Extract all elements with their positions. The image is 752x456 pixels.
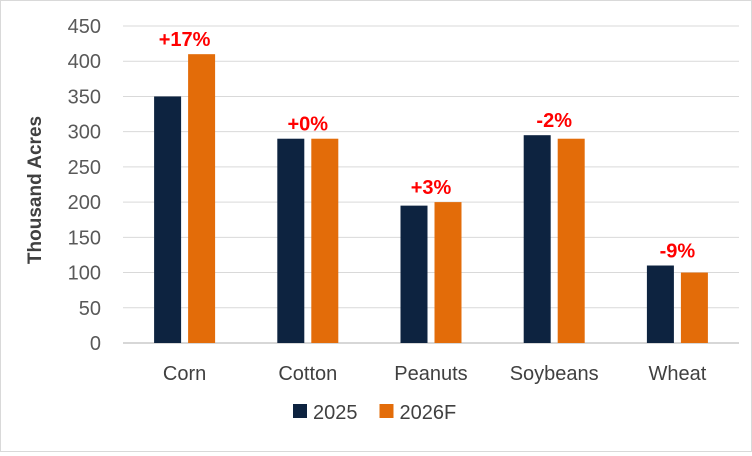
x-tick-label: Soybeans <box>510 363 599 385</box>
bar-2026F-peanuts <box>434 202 462 343</box>
y-tick-label: 50 <box>79 298 101 320</box>
y-tick-label: 0 <box>90 333 101 355</box>
percent-change-label: +3% <box>411 177 452 199</box>
legend-label: 2026F <box>400 402 457 424</box>
x-tick-label: Cotton <box>278 363 337 385</box>
y-tick-label: 200 <box>68 192 101 214</box>
bar-2025-soybeans <box>523 135 551 343</box>
y-axis-label: Thousand Acres <box>25 116 46 264</box>
bar-2025-cotton <box>277 138 305 343</box>
legend-label: 2025 <box>313 402 358 424</box>
bar-2026F-wheat <box>680 272 708 343</box>
y-tick-label: 350 <box>68 86 101 108</box>
y-tick-label: 150 <box>68 227 101 249</box>
percent-change-label: -9% <box>660 241 696 263</box>
x-tick-label: Corn <box>163 363 206 385</box>
bar-2026F-soybeans <box>557 138 585 343</box>
percent-change-label: +17% <box>159 29 211 51</box>
y-tick-label: 300 <box>68 122 101 144</box>
gridlines <box>123 25 739 344</box>
legend: 2025 2026F <box>293 402 456 424</box>
y-tick-label: 450 <box>68 16 101 38</box>
percent-change-label: +0% <box>288 114 329 136</box>
percent-change-label: -2% <box>536 110 572 132</box>
percent-annotations: +17% +0% +3% -2% -9% <box>159 29 696 262</box>
category-labels: Corn Cotton Peanuts Soybeans Wheat <box>163 363 707 385</box>
bar-2025-peanuts <box>400 205 428 343</box>
legend-swatch <box>293 404 307 418</box>
bars <box>154 54 708 344</box>
x-tick-label: Wheat <box>648 363 706 385</box>
bar-2025-wheat <box>646 265 674 343</box>
y-tick-label: 100 <box>68 263 101 285</box>
bar-2026F-cotton <box>311 138 339 343</box>
bar-2025-corn <box>154 96 182 343</box>
y-axis-ticks: 0 50 100 150 200 250 300 350 400 450 <box>68 16 101 355</box>
y-tick-label: 400 <box>68 51 101 73</box>
x-tick-label: Peanuts <box>394 363 467 385</box>
legend-swatch <box>379 404 394 418</box>
bar-2026F-corn <box>188 54 216 344</box>
y-tick-label: 250 <box>68 157 101 179</box>
